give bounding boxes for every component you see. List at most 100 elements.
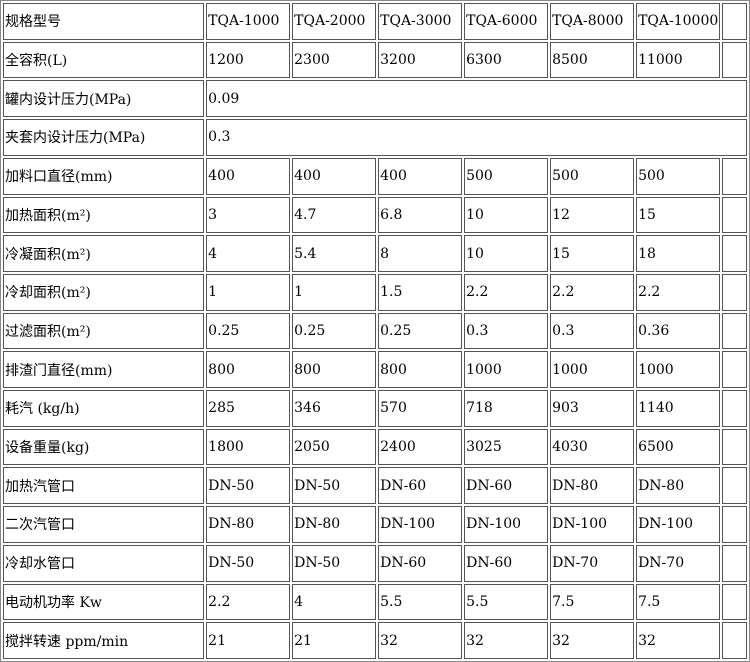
cell: 6500	[636, 428, 721, 466]
cell: 3025	[464, 428, 549, 466]
cell: 5.5	[464, 583, 549, 621]
table-row: 冷却面积(m²) 1 1 1.5 2.2 2.2 2.2	[3, 273, 747, 311]
cell: DN-100	[550, 506, 635, 543]
cell: 800	[206, 351, 291, 389]
cell: DN-100	[378, 506, 463, 543]
cell: 7.5	[550, 583, 635, 621]
table-row: 二次汽管口 DN-80 DN-80 DN-100 DN-100 DN-100 DN-100	[3, 506, 747, 543]
cell: 32	[378, 622, 463, 659]
cell: 1000	[464, 351, 549, 389]
empty-cell	[722, 157, 747, 195]
table-row: 排渣门直径(mm) 800 800 800 1000 1000 1000	[3, 351, 747, 389]
empty-cell	[722, 622, 747, 659]
cell: 2.2	[550, 273, 635, 311]
cell: 11000	[636, 41, 721, 79]
cell: 400	[206, 157, 291, 195]
empty-cell	[722, 312, 747, 350]
empty-cell	[722, 273, 747, 311]
cell: DN-70	[550, 544, 635, 582]
cell: 21	[206, 622, 291, 659]
cell: 2.2	[206, 583, 291, 621]
cell: 6.8	[378, 196, 463, 234]
table-row: 规格型号 TQA-1000 TQA-2000 TQA-3000 TQA-6000 TQA-…	[3, 3, 747, 40]
table-row: 设备重量(kg) 1800 2050 2400 3025 4030 6500	[3, 428, 747, 466]
cell: DN-60	[464, 544, 549, 582]
row-label: 全容积(L)	[3, 41, 205, 79]
cell: DN-60	[378, 467, 463, 505]
empty-cell	[722, 390, 747, 427]
empty-cell	[722, 3, 747, 40]
empty-cell	[722, 41, 747, 79]
row-label: 冷却面积(m²)	[3, 273, 205, 311]
row-label: 耗汽 (kg/h)	[3, 390, 205, 427]
cell: 1200	[206, 41, 291, 79]
table-row: 加热面积(m²) 3 4.7 6.8 10 12 15	[3, 196, 747, 234]
cell: 3	[206, 196, 291, 234]
row-label: 冷却水管口	[3, 544, 205, 582]
empty-cell	[722, 196, 747, 234]
row-label: 加料口直径(mm)	[3, 157, 205, 195]
table-row: 全容积(L) 1200 2300 3200 6300 8500 11000	[3, 41, 747, 79]
table-row: 加料口直径(mm) 400 400 400 500 500 500	[3, 157, 747, 195]
cell: 6300	[464, 41, 549, 79]
empty-cell	[722, 506, 747, 543]
table-row: 冷却水管口 DN-50 DN-50 DN-60 DN-60 DN-70 DN-70	[3, 544, 747, 582]
cell: 8	[378, 235, 463, 272]
cell: 1	[206, 273, 291, 311]
table-row: 加热汽管口 DN-50 DN-50 DN-60 DN-60 DN-80 DN-80	[3, 467, 747, 505]
empty-cell	[722, 467, 747, 505]
cell: 21	[292, 622, 377, 659]
row-label: 规格型号	[3, 3, 205, 40]
cell: 800	[292, 351, 377, 389]
cell: 1	[292, 273, 377, 311]
cell: 1800	[206, 428, 291, 466]
cell: 0.25	[292, 312, 377, 350]
cell: DN-80	[636, 467, 721, 505]
cell: 2.2	[636, 273, 721, 311]
cell: 32	[550, 622, 635, 659]
cell: 800	[378, 351, 463, 389]
cell: TQA-6000	[464, 3, 549, 40]
table-row: 搅拌转速 ppm/min 21 21 32 32 32 32	[3, 622, 747, 659]
cell: DN-50	[292, 467, 377, 505]
cell: TQA-10000	[636, 3, 721, 40]
cell: 346	[292, 390, 377, 427]
cell: 2050	[292, 428, 377, 466]
cell: 32	[464, 622, 549, 659]
cell: 570	[378, 390, 463, 427]
row-label: 冷凝面积(m²)	[3, 235, 205, 272]
cell: 0.36	[636, 312, 721, 350]
table-row: 电动机功率 Kw 2.2 4 5.5 5.5 7.5 7.5	[3, 583, 747, 621]
cell: 15	[636, 196, 721, 234]
cell: 0.3	[206, 119, 747, 156]
cell: DN-50	[292, 544, 377, 582]
cell: 8500	[550, 41, 635, 79]
cell: 2300	[292, 41, 377, 79]
cell: 2400	[378, 428, 463, 466]
row-label: 罐内设计压力(MPa)	[3, 80, 205, 118]
row-label: 二次汽管口	[3, 506, 205, 543]
table-row: 耗汽 (kg/h) 285 346 570 718 903 1140	[3, 390, 747, 427]
cell: 1000	[636, 351, 721, 389]
cell: 32	[636, 622, 721, 659]
cell: 903	[550, 390, 635, 427]
row-label: 排渣门直径(mm)	[3, 351, 205, 389]
table-row: 夹套内设计压力(MPa) 0.3	[3, 119, 747, 156]
table-row: 过滤面积(m²) 0.25 0.25 0.25 0.3 0.3 0.36	[3, 312, 747, 350]
cell: 285	[206, 390, 291, 427]
empty-cell	[722, 544, 747, 582]
cell: 2.2	[464, 273, 549, 311]
cell: TQA-1000	[206, 3, 291, 40]
cell: 4.7	[292, 196, 377, 234]
cell: TQA-2000	[292, 3, 377, 40]
cell: 0.25	[206, 312, 291, 350]
empty-cell	[722, 351, 747, 389]
cell: DN-60	[378, 544, 463, 582]
cell: 10	[464, 235, 549, 272]
cell: 3200	[378, 41, 463, 79]
cell: 0.09	[206, 80, 747, 118]
cell: 4	[292, 583, 377, 621]
row-label: 加热汽管口	[3, 467, 205, 505]
